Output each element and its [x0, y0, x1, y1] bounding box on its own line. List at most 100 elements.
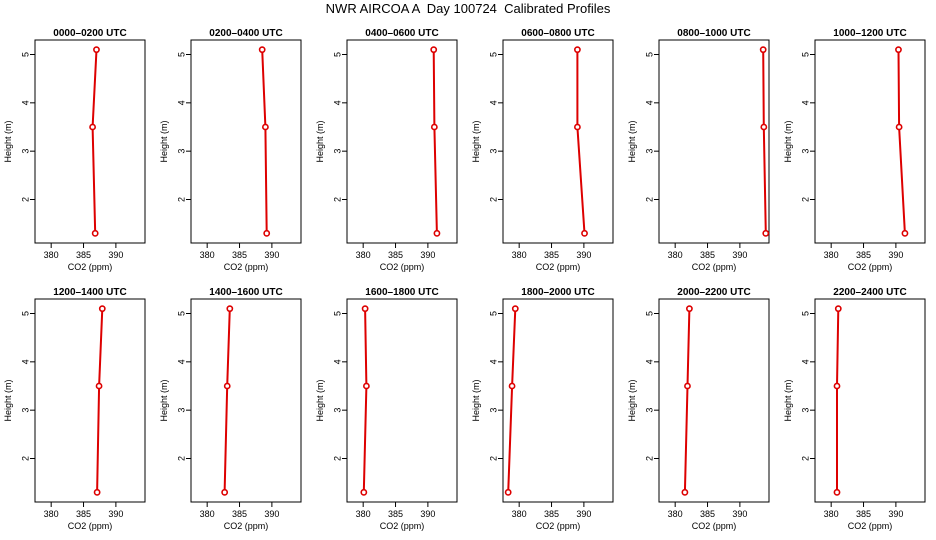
profile-panel-1: 0000–0200 UTC 380 385 390 2 3 4 5 CO2 (ppm) Heigh… — [3, 28, 146, 272]
y-tick-label: 3 — [644, 149, 654, 154]
x-axis-label: CO2 (ppm) — [224, 521, 269, 531]
profile-line — [362, 308, 368, 493]
y-tick-label: 3 — [176, 149, 186, 154]
y-tick-label: 5 — [800, 52, 810, 57]
profile-line — [432, 49, 438, 234]
panel-title: 0200–0400 UTC — [209, 28, 282, 39]
plot-frame — [502, 39, 614, 244]
panel-title: 1600–1800 UTC — [365, 287, 438, 298]
profile-panel-6: 1000–1200 UTC 380 385 390 2 3 4 5 CO2 (ppm) Heigh… — [783, 28, 926, 272]
profile-point — [895, 123, 903, 131]
y-axis-label: Height (m) — [159, 379, 169, 421]
y-tick-label: 3 — [20, 408, 30, 413]
x-axis-label: CO2 (ppm) — [380, 262, 425, 272]
y-tick-label: 3 — [332, 149, 342, 154]
x-tick-label: 390 — [576, 509, 591, 519]
profile-point — [686, 305, 693, 313]
x-tick-label: 380 — [824, 250, 839, 260]
x-axis-label: CO2 (ppm) — [692, 262, 737, 272]
y-tick-label: 5 — [800, 311, 810, 316]
x-tick-label: 390 — [264, 509, 279, 519]
panel-title: 2000–2200 UTC — [677, 287, 750, 298]
x-axis-label: CO2 (ppm) — [848, 262, 893, 272]
y-tick-label: 4 — [20, 359, 30, 364]
profile-point — [262, 123, 269, 131]
y-axis-label: Height (m) — [471, 120, 481, 162]
x-tick-label: 380 — [200, 509, 215, 519]
profile-point — [681, 488, 689, 496]
x-axis-label: CO2 (ppm) — [380, 521, 425, 531]
profile-point — [221, 488, 229, 496]
profile-panel-10: 1800–2000 UTC 380 385 390 2 3 4 5 CO2 (ppm) Heigh… — [471, 287, 614, 531]
y-tick-label: 3 — [20, 149, 30, 154]
x-axis-label: CO2 (ppm) — [848, 521, 893, 531]
y-tick-label: 4 — [332, 359, 342, 364]
y-tick-label: 5 — [644, 311, 654, 316]
profile-point — [574, 123, 581, 131]
profile-point — [263, 229, 271, 237]
x-tick-label: 390 — [888, 250, 903, 260]
plot-frame — [814, 298, 926, 503]
profile-panel-4: 0600–0800 UTC 380 385 390 2 3 4 5 CO2 (ppm) Heigh… — [471, 28, 614, 272]
plot-frame — [658, 298, 770, 503]
plot-frame — [34, 39, 146, 244]
x-tick-label: 385 — [544, 250, 559, 260]
x-tick-label: 385 — [700, 250, 715, 260]
profile-panel-2: 0200–0400 UTC 380 385 390 2 3 4 5 CO2 (ppm) Heigh… — [159, 28, 302, 272]
profile-point — [581, 229, 588, 237]
x-tick-label: 380 — [668, 250, 683, 260]
profile-point — [574, 46, 581, 54]
y-axis-label: Height (m) — [627, 120, 637, 162]
y-tick-label: 2 — [800, 456, 810, 461]
profile-point — [760, 123, 768, 131]
y-tick-label: 5 — [176, 311, 186, 316]
plot-frame — [34, 298, 146, 503]
y-axis-label: Height (m) — [471, 379, 481, 421]
profile-point — [834, 305, 842, 313]
y-tick-label: 2 — [488, 456, 498, 461]
x-tick-label: 385 — [232, 250, 247, 260]
y-tick-label: 4 — [176, 100, 186, 105]
x-axis-label: CO2 (ppm) — [536, 262, 581, 272]
x-tick-label: 390 — [264, 250, 279, 260]
x-tick-label: 390 — [888, 509, 903, 519]
profile-panel-9: 1600–1800 UTC 380 385 390 2 3 4 5 CO2 (ppm) Heigh… — [315, 287, 458, 531]
profile-point — [91, 229, 99, 237]
x-tick-label: 390 — [732, 509, 747, 519]
profile-panel-8: 1400–1600 UTC 380 385 390 2 3 4 5 CO2 (ppm) Heigh… — [159, 287, 302, 531]
x-tick-label: 390 — [732, 250, 747, 260]
plot-frame — [658, 39, 770, 244]
profile-point — [89, 123, 96, 131]
x-tick-label: 380 — [44, 250, 59, 260]
profile-point — [363, 382, 370, 390]
x-tick-label: 390 — [108, 250, 123, 260]
panel-title: 0400–0600 UTC — [365, 28, 438, 39]
x-tick-label: 385 — [856, 250, 871, 260]
panel-title: 0600–0800 UTC — [521, 28, 594, 39]
profile-point — [762, 229, 770, 237]
y-tick-label: 5 — [20, 52, 30, 57]
profile-point — [98, 305, 106, 313]
profile-line — [836, 308, 840, 493]
profile-point — [93, 488, 101, 496]
panel-title: 1200–1400 UTC — [53, 287, 126, 298]
y-tick-label: 4 — [644, 359, 654, 364]
x-tick-label: 380 — [668, 509, 683, 519]
y-tick-label: 3 — [644, 408, 654, 413]
y-axis-label: Height (m) — [3, 379, 13, 421]
x-tick-label: 380 — [356, 509, 371, 519]
profile-point — [684, 382, 691, 390]
profile-point — [223, 382, 231, 390]
profile-line — [507, 308, 517, 493]
profile-point — [833, 382, 841, 390]
x-axis-label: CO2 (ppm) — [224, 262, 269, 272]
plot-frame — [502, 298, 614, 503]
profile-line — [96, 308, 104, 493]
x-tick-label: 385 — [388, 509, 403, 519]
y-tick-label: 4 — [332, 100, 342, 105]
x-tick-label: 390 — [420, 509, 435, 519]
profile-panel-5: 0800–1000 UTC 380 385 390 2 3 4 5 CO2 (ppm) Heigh… — [627, 28, 770, 272]
profile-point — [895, 46, 902, 54]
y-tick-label: 4 — [488, 359, 498, 364]
profile-point — [258, 46, 266, 54]
